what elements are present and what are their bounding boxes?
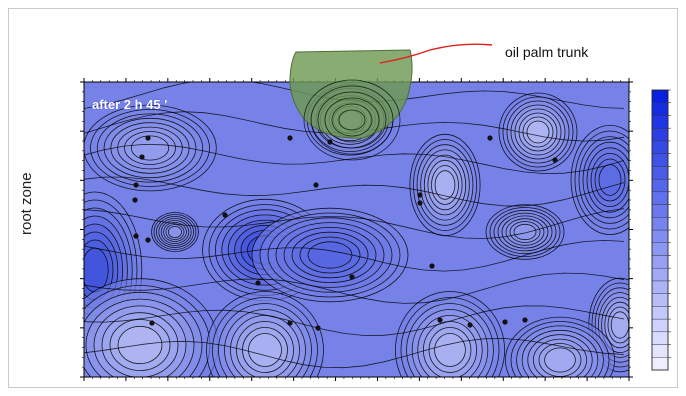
measurement-point: [417, 192, 423, 198]
measurement-point: [417, 200, 423, 206]
contour-ring: [167, 226, 182, 238]
colorbar-step: [651, 255, 669, 269]
colorbar-step: [651, 89, 669, 103]
contour-ring: [307, 241, 353, 269]
colorbar-step: [651, 318, 669, 333]
trunk-contour-ring: [317, 91, 387, 149]
colorbar-step: [651, 267, 669, 282]
colorbar-step: [651, 166, 669, 180]
contour-lines: [84, 82, 629, 377]
colorbar-border: [651, 89, 669, 371]
contour-ring: [434, 333, 466, 367]
colorbar-step: [651, 178, 669, 193]
contour-ring: [248, 333, 282, 367]
y-axis-label: root zone: [18, 172, 35, 235]
contour-line: [84, 208, 625, 240]
measurement-point: [502, 319, 508, 325]
colorbar-step: [651, 344, 669, 358]
measurement-point: [467, 322, 473, 328]
oil-palm-trunk-label: oil palm trunk: [505, 44, 589, 60]
colorbar-step: [651, 293, 669, 307]
contour-line: [84, 305, 625, 336]
measurement-point: [315, 325, 321, 331]
measurement-point: [552, 157, 558, 163]
contour-ring: [526, 120, 550, 144]
colorbar-step: [651, 229, 669, 243]
contour-line: [84, 338, 625, 369]
colorbar-step: [651, 204, 669, 218]
contour-line: [84, 143, 625, 175]
trunk-contour-ring: [338, 109, 366, 131]
contour-ring: [513, 223, 537, 241]
measurement-point: [429, 263, 435, 269]
colorbar-step: [651, 191, 669, 205]
measurement-point: [145, 135, 151, 141]
callout-leader-line: [379, 43, 493, 64]
colorbar-step: [651, 127, 669, 142]
measurement-point: [139, 154, 145, 160]
measurement-point: [133, 182, 139, 188]
trunk-contour-ring: [303, 79, 401, 161]
colorbar-step: [651, 153, 669, 167]
measurement-point: [255, 280, 261, 286]
contour-ring: [610, 311, 629, 339]
oil-palm-trunk-shape: [289, 49, 413, 139]
trunk-contour-lines: [303, 79, 401, 161]
contour-ring: [544, 347, 576, 373]
contour-line: [84, 239, 625, 272]
measurement-point: [313, 182, 319, 188]
measurement-point: [487, 135, 493, 141]
trunk-contour-ring: [310, 85, 394, 155]
measurement-point: [287, 135, 293, 141]
colorbar-step: [651, 140, 669, 154]
elapsed-time-label: after 2 h 45 ': [92, 97, 168, 112]
measurement-point: [145, 237, 151, 243]
colorbar-step: [651, 331, 669, 345]
colorbar-step: [651, 102, 669, 116]
contour-ring: [130, 135, 170, 161]
trunk-contour-ring: [331, 103, 373, 137]
measurement-point: [349, 274, 355, 280]
measurement-point: [287, 320, 293, 326]
measurement-point: [149, 320, 155, 326]
measurement-point: [522, 317, 528, 323]
colorbar: [651, 89, 671, 371]
contour-ring: [598, 164, 622, 196]
measurement-point: [437, 317, 443, 323]
contour-ring: [434, 170, 456, 200]
colorbar-step: [651, 280, 669, 294]
colorbar-step: [651, 217, 669, 231]
colorbar-step: [651, 242, 669, 256]
colorbar-step: [651, 115, 669, 129]
colorbar-step: [651, 306, 669, 320]
contour-line: [84, 176, 625, 207]
trunk-contour-ring: [324, 97, 380, 143]
contour-line: [84, 272, 625, 304]
colorbar-step: [651, 357, 669, 371]
measurement-point: [133, 233, 139, 239]
measurement-point: [222, 212, 228, 218]
measurement-point: [132, 197, 138, 203]
